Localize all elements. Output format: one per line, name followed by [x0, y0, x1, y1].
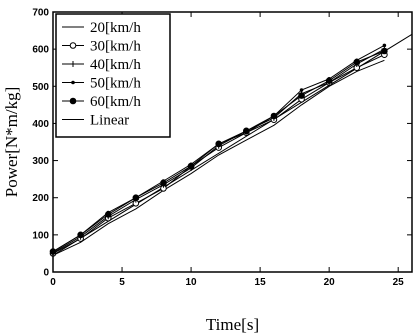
point-marker [270, 112, 278, 120]
series-line-6 [52, 33, 413, 256]
series-line-1 [52, 59, 385, 256]
x-tick-label: 15 [255, 277, 267, 288]
point-marker [381, 47, 388, 55]
point-marker [132, 194, 140, 202]
point-marker [77, 231, 84, 239]
y-tick-label: 600 [32, 45, 49, 56]
plot-markers [49, 43, 388, 257]
x-tick-label: 10 [186, 277, 198, 288]
legend-label: 20[km/h [90, 20, 141, 36]
x-axis-ticks: 0 5 10 15 20 25 [50, 12, 404, 288]
legend-label: Linear [90, 113, 129, 129]
y-tick-label: 500 [32, 82, 49, 93]
point-marker [382, 43, 387, 48]
legend-box [55, 13, 171, 138]
point-marker [243, 127, 250, 135]
y-axis-label: Power[N*m/kg] [2, 87, 21, 197]
point-marker [69, 42, 77, 49]
x-axis-label: Time[s] [206, 315, 259, 334]
point-marker [325, 77, 333, 85]
y-tick-label: 300 [32, 156, 49, 167]
legend-label: 50[km/h [90, 76, 141, 92]
plot-frame [52, 11, 413, 273]
point-marker [353, 58, 361, 66]
point-marker [187, 162, 195, 170]
legend-label: 60[km/h [90, 94, 141, 110]
legend-label: 30[km/h [90, 39, 141, 55]
y-tick-label: 400 [32, 119, 49, 130]
y-tick-label: 700 [32, 8, 49, 19]
point-marker [160, 179, 167, 187]
point-marker [215, 140, 222, 148]
point-marker [298, 92, 305, 99]
x-tick-label: 20 [324, 277, 336, 288]
x-tick-label: 5 [119, 277, 125, 288]
y-tick-label: 100 [32, 230, 49, 241]
point-marker [71, 80, 75, 85]
legend: 20[km/h 30[km/h 40[km/h 50[km/h 60[km/h Linea… [55, 13, 171, 138]
point-marker [299, 88, 304, 92]
point-marker [70, 61, 76, 67]
legend-label: 40[km/h [90, 57, 141, 73]
x-tick-label: 0 [50, 277, 56, 288]
y-tick-label: 0 [43, 268, 49, 279]
point-marker [69, 97, 77, 105]
point-marker [104, 211, 112, 218]
x-tick-label: 25 [393, 277, 405, 288]
y-tick-label: 200 [32, 193, 49, 204]
